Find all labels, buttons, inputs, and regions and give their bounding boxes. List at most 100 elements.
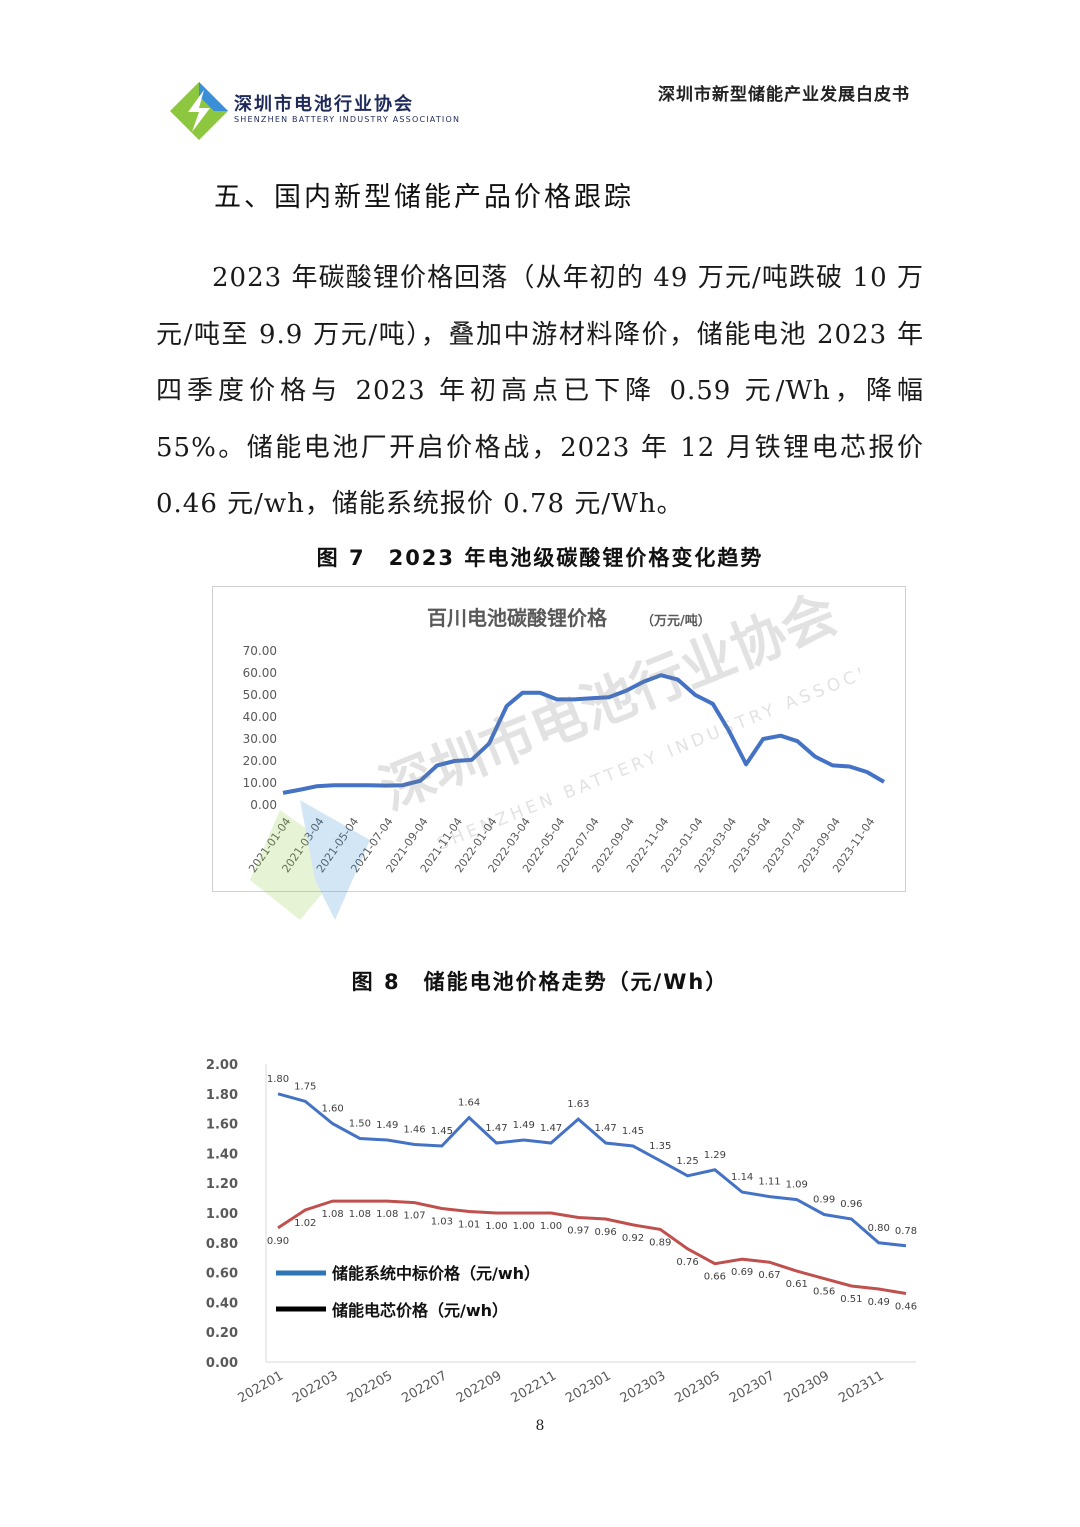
storage-battery-chart-svg: 0.00 0.20 0.40 0.60 0.80 1.00 1.20 1.40 1.60 1.80… (206, 1058, 917, 1406)
chart2-data-label: 1.64 (458, 1098, 480, 1109)
chart2-system-price-line (277, 1092, 907, 1248)
chart2-data-label: 1.47 (540, 1123, 562, 1134)
chart2-data-label: 1.35 (649, 1141, 671, 1152)
chart2-x-tick: 202205 (345, 1368, 395, 1406)
chart2-data-label: 0.78 (895, 1226, 917, 1237)
chart2-data-label: 1.49 (513, 1120, 535, 1131)
chart1-y-tick: 20.00 (243, 754, 277, 768)
chart2-y-tick: 2.00 (206, 1058, 238, 1073)
chart1-series-line (282, 673, 886, 795)
chart2-data-label: 1.47 (595, 1123, 617, 1134)
chart2-y-tick: 0.40 (206, 1296, 238, 1311)
chart2-data-label: 1.00 (485, 1221, 507, 1232)
org-name-en: SHENZHEN BATTERY INDUSTRY ASSOCIATION (234, 115, 461, 124)
chart2-data-label: 0.99 (813, 1194, 835, 1205)
chart2-y-tick: 1.40 (206, 1147, 238, 1162)
chart2-data-label: 0.56 (813, 1287, 835, 1298)
chart2-y-tick: 1.20 (206, 1177, 238, 1192)
chart2-x-tick: 202211 (509, 1368, 559, 1406)
chart2-y-tick: 0.00 (206, 1356, 238, 1371)
chart2-x-tick: 202203 (290, 1368, 340, 1406)
chart2-data-label: 1.29 (704, 1150, 726, 1161)
chart2-y-tick: 0.60 (206, 1267, 238, 1282)
chart2-data-label: 1.02 (294, 1218, 316, 1229)
legend-label-system: 储能系统中标价格（元/wh） (331, 1264, 540, 1283)
chart2-x-tick: 202305 (672, 1368, 722, 1406)
legend-label-cell: 储能电芯价格（元/wh） (331, 1301, 508, 1320)
chart2-data-label: 0.97 (567, 1225, 589, 1236)
chart2-y-tick: 1.00 (206, 1207, 238, 1222)
chart2-data-label: 0.51 (840, 1294, 862, 1305)
document-title: 深圳市新型储能产业发展白皮书 (658, 85, 910, 105)
chart2-x-tick: 202207 (399, 1368, 449, 1406)
chart2-data-label: 1.08 (376, 1209, 398, 1220)
chart2-x-tick: 202301 (563, 1368, 613, 1406)
association-logo: 深圳市电池行业协会 SHENZHEN BATTERY INDUSTRY ASSO… (168, 80, 468, 142)
chart2-x-tick: 202311 (836, 1368, 886, 1406)
lithium-carbonate-chart-svg: 百川电池碳酸锂价格 （万元/吨） 0.00 10.00 20.00 30.00 40.0… (243, 606, 886, 875)
lithium-carbonate-price-chart: 百川电池碳酸锂价格 （万元/吨） 0.00 10.00 20.00 30.00 40.0… (212, 586, 906, 892)
figure8-caption: 图 8 储能电池价格走势（元/Wh） (351, 970, 729, 994)
chart2-data-label: 1.11 (758, 1177, 780, 1188)
chart2-data-label: 1.80 (267, 1074, 289, 1085)
chart2-x-tick: 202209 (454, 1368, 504, 1406)
figure7-caption: 图 7 2023 年电池级碳酸锂价格变化趋势 (316, 546, 764, 570)
org-name-cn: 深圳市电池行业协会 (234, 94, 414, 115)
body-paragraph: 2023 年碳酸锂价格回落（从年初的 49 万元/吨跌破 10 万元/吨至 9.… (156, 263, 924, 519)
chart2-data-label: 0.96 (595, 1227, 617, 1238)
chart2-data-label: 1.08 (349, 1209, 371, 1220)
chart2-x-tick: 202303 (618, 1368, 668, 1406)
storage-battery-price-chart: 0.00 0.20 0.40 0.60 0.80 1.00 1.20 1.40 1.60 1.80… (180, 1040, 930, 1410)
chart1-y-tick: 40.00 (243, 710, 277, 724)
chart2-data-label: 0.96 (840, 1199, 862, 1210)
chart2-data-label: 1.75 (294, 1081, 316, 1092)
chart1-subtitle: （万元/吨） (641, 613, 711, 629)
chart1-y-tick: 0.00 (250, 798, 277, 812)
chart2-y-tick: 0.20 (206, 1326, 238, 1341)
chart2-data-label: 1.25 (676, 1156, 698, 1167)
chart2-data-label: 1.03 (431, 1217, 453, 1228)
chart2-data-label: 0.90 (267, 1236, 289, 1247)
chart2-data-label: 0.80 (868, 1223, 890, 1234)
chart1-y-tick: 30.00 (243, 732, 277, 746)
chart2-data-label: 0.66 (704, 1272, 726, 1283)
chart1-title: 百川电池碳酸锂价格 (427, 606, 608, 630)
chart2-data-label: 1.60 (321, 1104, 343, 1115)
chart2-data-label: 1.00 (513, 1221, 535, 1232)
chart2-data-label: 1.00 (540, 1221, 562, 1232)
section-heading: 五、国内新型储能产品价格跟踪 (214, 182, 634, 213)
chart2-x-tick: 202201 (236, 1368, 286, 1406)
chart2-data-label: 1.01 (458, 1220, 480, 1231)
chart2-data-label: 1.45 (622, 1126, 644, 1137)
chart2-data-label: 0.69 (731, 1267, 753, 1278)
chart2-data-label: 1.49 (376, 1120, 398, 1131)
lightning-logo-icon (170, 82, 228, 140)
chart2-data-label: 0.76 (676, 1257, 698, 1268)
chart2-data-label: 1.50 (349, 1119, 371, 1130)
chart1-y-tick: 60.00 (243, 666, 277, 680)
chart2-x-tick: 202309 (782, 1368, 832, 1406)
chart1-y-tick: 50.00 (243, 688, 277, 702)
chart2-y-tick: 1.60 (206, 1118, 238, 1133)
chart2-legend: 储能系统中标价格（元/wh） 储能电芯价格（元/wh） (276, 1264, 540, 1320)
chart1-y-tick: 70.00 (243, 644, 277, 658)
chart1-y-tick: 10.00 (243, 776, 277, 790)
chart2-data-label: 1.08 (321, 1209, 343, 1220)
chart2-data-label: 1.45 (431, 1126, 453, 1137)
chart2-cell-price-line (277, 1199, 907, 1295)
chart2-data-label: 0.92 (622, 1233, 644, 1244)
chart2-data-label: 1.07 (403, 1211, 425, 1222)
chart2-y-tick: 1.80 (206, 1088, 238, 1103)
chart2-data-label: 0.49 (868, 1297, 890, 1308)
chart2-y-tick: 0.80 (206, 1237, 238, 1252)
chart2-data-label: 1.14 (731, 1172, 753, 1183)
chart2-x-tick: 202307 (727, 1368, 777, 1406)
chart2-data-label: 0.67 (758, 1270, 780, 1281)
chart2-data-label: 1.46 (403, 1124, 425, 1135)
chart2-data-label: 0.89 (649, 1237, 671, 1248)
chart2-data-label: 1.47 (485, 1123, 507, 1134)
chart2-data-label: 1.63 (567, 1099, 589, 1110)
page-number: 8 (535, 1418, 545, 1434)
chart2-data-label: 0.46 (895, 1301, 917, 1312)
chart2-data-label: 0.61 (786, 1279, 808, 1290)
